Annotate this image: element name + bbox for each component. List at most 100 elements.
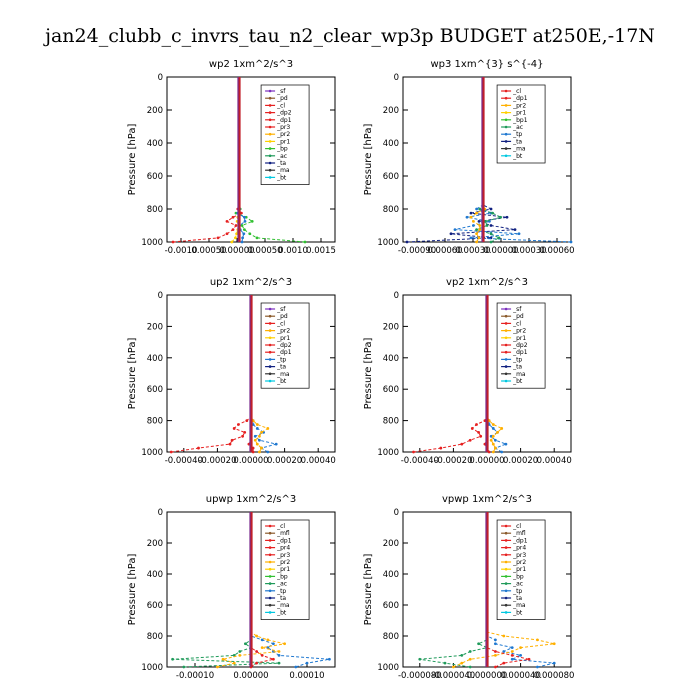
series-pr2 (486, 404, 503, 453)
legend-label: _pr3 (512, 552, 526, 559)
point-tp (241, 236, 245, 240)
legend-label: _pr2 (276, 131, 290, 138)
legend-marker (504, 132, 508, 136)
panel-title: wp2 1xm^2/s^3 (209, 59, 293, 70)
x-tick-label: 0.00050 (191, 246, 226, 256)
x-tick-label: 0.00030 (511, 246, 546, 256)
point-ac (443, 661, 447, 665)
legend-label: _cl (276, 523, 285, 530)
point-tp (536, 665, 539, 669)
legend-marker (268, 111, 272, 114)
point-pr2 (491, 450, 495, 454)
y-tick-label: 400 (147, 139, 163, 149)
point-cl (494, 650, 497, 653)
legend-marker (268, 125, 272, 129)
legend-label: _pr1 (276, 566, 290, 573)
y-tick-label: 200 (383, 539, 399, 549)
series-ac (419, 597, 489, 668)
panel-title: upwp 1xm^2/s^3 (206, 494, 296, 505)
x-tick-label: -0.000080 (398, 671, 442, 681)
legend-label: _ma (276, 167, 290, 174)
x-tick-label: 0.00040 (301, 456, 336, 466)
y-tick-label: 800 (383, 205, 399, 215)
point-ac (475, 228, 478, 232)
legend-marker (268, 553, 272, 557)
legend-marker (268, 560, 272, 564)
legend-label: _pd (512, 313, 524, 320)
point-dp1 (245, 419, 249, 422)
legend-marker (268, 539, 272, 542)
legend-marker (504, 336, 508, 340)
point-cl (255, 650, 258, 653)
legend-label: _pr3 (276, 124, 290, 131)
legend-marker (268, 336, 272, 340)
panel-4: vp2 1xm^2/s^3 Pressure [hPa] 0 200 400 600 800… (363, 277, 572, 466)
point-cl (272, 657, 275, 661)
point-bp (255, 236, 259, 240)
point-tp (494, 638, 497, 642)
panel-2: wp3 1xm^{3} s^{-4} Pressure [hPa] 0 200 400 6… (363, 59, 575, 256)
legend-marker (268, 350, 272, 354)
legend-label: _tp (512, 356, 522, 363)
point-tp (277, 653, 281, 657)
point-ta (513, 228, 517, 232)
point-pr2 (258, 434, 261, 438)
legend-label: _bp (276, 573, 288, 580)
y-tick-label: 200 (147, 539, 163, 549)
legend-label: _dp1 (276, 117, 292, 124)
point-cl (216, 236, 220, 240)
legend-label: _ma (276, 602, 290, 609)
panel-5: upwp 1xm^2/s^3 Pressure [hPa] 0 200 400 600 80… (127, 494, 336, 681)
legend-marker (268, 161, 272, 165)
panel-title: vpwp 1xm^2/s^3 (442, 494, 532, 505)
legend-label: _bp (512, 573, 524, 580)
legend-label: _mfl (276, 530, 290, 537)
point-ac (478, 207, 482, 211)
legend-label: _ma (512, 602, 526, 609)
legend-marker (268, 546, 272, 549)
point-pr2 (266, 638, 270, 642)
legend-marker (268, 329, 272, 332)
point-pr2 (232, 661, 236, 665)
point-ac (244, 642, 247, 646)
legend-marker (504, 567, 508, 571)
y-tick-label: 200 (147, 106, 163, 116)
legend-label: _ac (512, 581, 523, 588)
point-tp (243, 219, 247, 223)
point-pr1 (234, 236, 237, 240)
point-tp (260, 638, 264, 642)
legend-marker (268, 358, 272, 361)
y-tick-label: 1000 (377, 238, 399, 248)
x-tick-label: 0.00030 (455, 246, 490, 256)
y-tick-label: 1000 (141, 448, 163, 458)
legend-label: _bp1 (512, 117, 528, 124)
legend-label: _pr2 (512, 328, 526, 335)
legend-marker (504, 365, 508, 368)
series-dp1 (413, 404, 488, 453)
point-pr2 (260, 646, 264, 650)
panel-6: vpwp 1xm^2/s^3 Pressure [hPa] 0 200 400 600 80… (363, 494, 574, 681)
legend-marker (504, 372, 508, 376)
legend-marker (268, 596, 272, 600)
point-cl (255, 661, 258, 665)
legend-label: _ac (276, 581, 287, 588)
legend-label: _ac (276, 153, 287, 160)
point-cl (225, 232, 229, 236)
y-tick-label: 400 (147, 570, 163, 580)
y-tick-label: 400 (383, 570, 399, 580)
point-pr2 (502, 634, 506, 638)
point-tp (253, 434, 257, 438)
point-pr2 (258, 450, 261, 454)
point-tp (465, 215, 469, 219)
legend-label: _bt (512, 378, 523, 385)
point-dp1 (237, 423, 240, 426)
point-pr2 (491, 423, 495, 426)
legend-label: _pr2 (276, 559, 290, 566)
y-tick-label: 600 (147, 385, 163, 395)
point-tp (272, 642, 275, 646)
legend-marker (268, 314, 272, 318)
y-tick-label: 200 (383, 322, 399, 332)
legend-label: _bt (276, 174, 287, 181)
x-tick-label: 0.00060 (539, 246, 574, 256)
point-bp (240, 224, 244, 227)
